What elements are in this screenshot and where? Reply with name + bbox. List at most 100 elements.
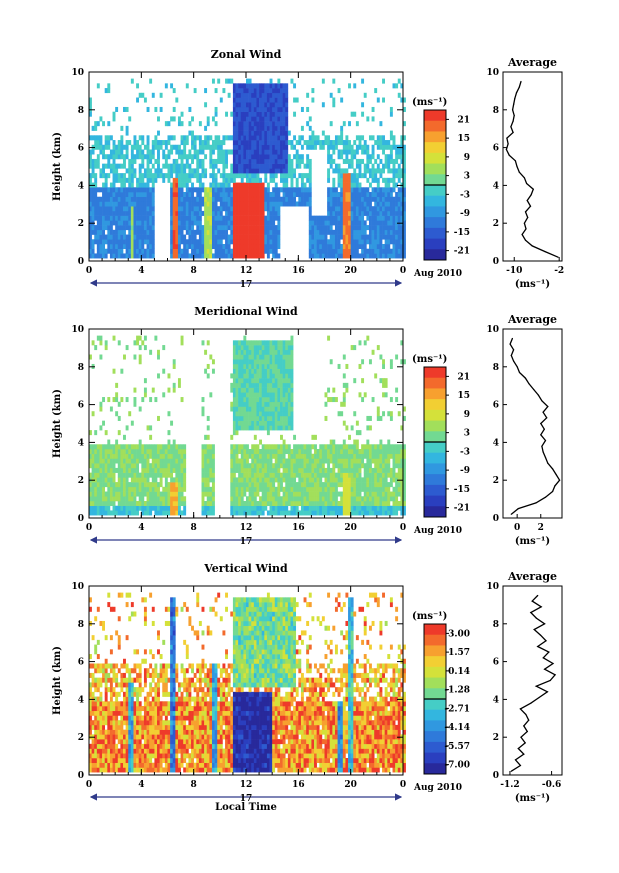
colorbar-swatch: [424, 249, 446, 261]
heatmap-cell: [115, 253, 119, 259]
heatmap-cell: [136, 449, 140, 455]
heatmap-cell: [159, 510, 163, 516]
heatmap-cell: [235, 220, 239, 226]
heatmap-cell: [329, 253, 333, 259]
heatmap-cell: [285, 121, 289, 127]
heatmap-cell: [206, 253, 210, 259]
heatmap-cell: [167, 135, 171, 141]
heatmap-cell: [272, 125, 276, 131]
heatmap-cell: [329, 206, 333, 212]
heatmap-cell: [366, 415, 370, 421]
heatmap-cell: [295, 177, 299, 183]
heatmap-cell: [274, 248, 278, 254]
heatmap-cell: [334, 510, 338, 516]
heatmap-cell: [146, 239, 150, 245]
heatmap-cell: [96, 505, 100, 511]
heatmap-cell: [282, 83, 286, 89]
heatmap-cell: [253, 491, 257, 497]
heatmap-cell: [243, 234, 247, 240]
heatmap-cell: [167, 449, 171, 455]
heatmap-cell: [256, 163, 260, 169]
heatmap-cell: [274, 225, 278, 231]
heatmap-cell: [389, 248, 393, 254]
heatmap-cell: [306, 505, 310, 511]
heatmap-cell: [256, 510, 260, 516]
heatmap-cell: [290, 401, 294, 407]
heatmap-cell: [246, 472, 249, 478]
heatmap-cell: [348, 149, 351, 155]
heatmap-cell: [89, 111, 92, 117]
heatmap-cell: [300, 444, 304, 450]
heatmap-cell: [104, 182, 108, 188]
heatmap-cell: [235, 373, 239, 379]
heatmap-cell: [230, 444, 234, 450]
heatmap-cell: [230, 177, 234, 183]
heatmap-cell: [363, 444, 367, 450]
heatmap-cell: [280, 88, 283, 94]
heatmap-cell: [350, 215, 354, 221]
heatmap-cell: [91, 158, 95, 164]
heatmap-cell: [240, 196, 244, 202]
heatmap-cell: [238, 192, 242, 198]
heatmap-cell: [274, 354, 278, 360]
heatmap-cell: [219, 140, 223, 146]
heatmap-cell: [392, 163, 396, 169]
heatmap-cell: [89, 187, 92, 193]
heatmap-cell: [193, 239, 197, 245]
heatmap-cell: [112, 215, 116, 221]
heatmap-cell: [358, 210, 362, 216]
heatmap-cell: [300, 154, 304, 160]
heatmap-cell: [358, 234, 362, 240]
heatmap-cell: [211, 206, 215, 212]
heatmap-cell: [358, 392, 362, 398]
heatmap-cell: [285, 83, 289, 89]
heatmap-cell: [115, 106, 119, 112]
heatmap-cell: [361, 359, 365, 365]
heatmap-cell: [374, 206, 378, 212]
heatmap-cell: [240, 444, 244, 450]
heatmap-cell: [117, 234, 121, 240]
heatmap-cell: [201, 491, 205, 497]
heatmap-cell: [400, 135, 404, 141]
heatmap-cell: [376, 177, 380, 183]
heatmap-cell: [342, 486, 346, 492]
heatmap-cell: [264, 102, 268, 108]
heatmap-cell: [112, 449, 116, 455]
heatmap-cell: [345, 182, 349, 188]
heatmap-cell: [201, 239, 205, 245]
heatmap-cell: [204, 477, 208, 483]
heatmap-cell: [172, 248, 176, 254]
heatmap-cell: [232, 378, 236, 384]
heatmap-cell: [350, 196, 354, 202]
heatmap-cell: [266, 430, 270, 436]
heatmap-cell: [269, 88, 273, 94]
heatmap-cell: [206, 491, 210, 497]
heatmap-cell: [180, 173, 184, 179]
heatmap-cell: [235, 106, 239, 112]
heatmap-cell: [290, 187, 294, 193]
heatmap-cell: [266, 88, 270, 94]
heatmap-cell: [102, 173, 105, 179]
heatmap-cell: [172, 88, 176, 94]
heatmap-cell: [384, 248, 388, 254]
heatmap-cell: [177, 449, 181, 455]
heatmap-cell: [332, 444, 336, 450]
heatmap-cell: [240, 225, 244, 231]
heatmap-cell: [285, 373, 289, 379]
heatmap-cell: [201, 187, 205, 193]
heatmap-cell: [91, 491, 95, 497]
heatmap-cell: [109, 149, 113, 155]
heatmap-cell: [172, 486, 176, 492]
heatmap-cell: [170, 83, 174, 89]
heatmap-cell: [183, 144, 187, 150]
heatmap-cell: [102, 467, 105, 473]
heatmap-cell: [91, 467, 95, 473]
heatmap-cell: [277, 149, 281, 155]
heatmap-cell: [332, 387, 336, 393]
heatmap-cell: [136, 177, 140, 183]
heatmap-cell: [89, 177, 92, 183]
heatmap-cell: [266, 368, 270, 374]
heatmap-cell: [240, 253, 244, 259]
heatmap-cell: [109, 192, 113, 198]
heatmap-cell: [143, 187, 147, 193]
